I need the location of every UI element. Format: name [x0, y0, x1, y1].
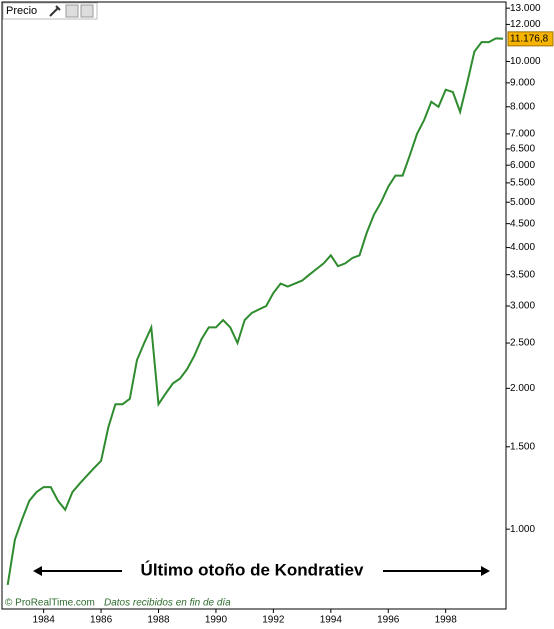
y-tick-label: 9.000 [510, 77, 535, 88]
plot-frame [1, 1, 507, 610]
last-value-box [507, 31, 554, 47]
arrow-head [481, 566, 490, 576]
annotation: Último otoño de Kondratiev [141, 560, 364, 579]
last-value-label: 11.176,8 [510, 33, 549, 44]
x-tick-label: 1996 [377, 615, 400, 626]
x-tick-label: 1984 [33, 615, 56, 626]
y-tick-label: 6.500 [510, 144, 535, 155]
y-tick-label: 5.000 [510, 197, 535, 208]
source: © ProRealTime.com [5, 598, 95, 609]
x-tick-label: 1988 [147, 615, 170, 626]
x-tick-label: 1990 [205, 615, 228, 626]
y-tick-label: 4.500 [510, 218, 535, 229]
y-tick-label: 8.000 [510, 101, 535, 112]
arrow-head [33, 566, 42, 576]
y-tick-label: 6.000 [510, 160, 535, 171]
y-tick-label: 2.500 [510, 338, 535, 349]
x-tick-label: 1986 [90, 615, 113, 626]
y-tick-label: 1.000 [510, 524, 535, 535]
note: Datos recibidos en fin de día [104, 598, 231, 609]
y-tick-label: 7.000 [510, 129, 535, 140]
x-tick-label: 1992 [262, 615, 285, 626]
y-tick-label: 2.000 [510, 383, 535, 394]
y-tick-label: 12.000 [510, 19, 541, 30]
y-tick-label: 10.000 [510, 56, 541, 67]
x-tick-label: 1998 [435, 615, 458, 626]
y-tick-label: 1.500 [510, 441, 535, 452]
icon[interactable] [65, 4, 79, 18]
y-tick-label: 4.000 [510, 242, 535, 253]
x-tick-label: 1994 [320, 615, 343, 626]
y-tick-label: 3.500 [510, 269, 535, 280]
y-tick-label: 3.000 [510, 301, 535, 312]
y-tick-label: 5.500 [510, 178, 535, 189]
y-tick-label: 13.000 [510, 3, 541, 14]
icon[interactable] [80, 4, 94, 18]
chart-title: Precio [6, 5, 37, 17]
wrench-icon[interactable] [49, 5, 61, 17]
price-line [6, 37, 504, 586]
